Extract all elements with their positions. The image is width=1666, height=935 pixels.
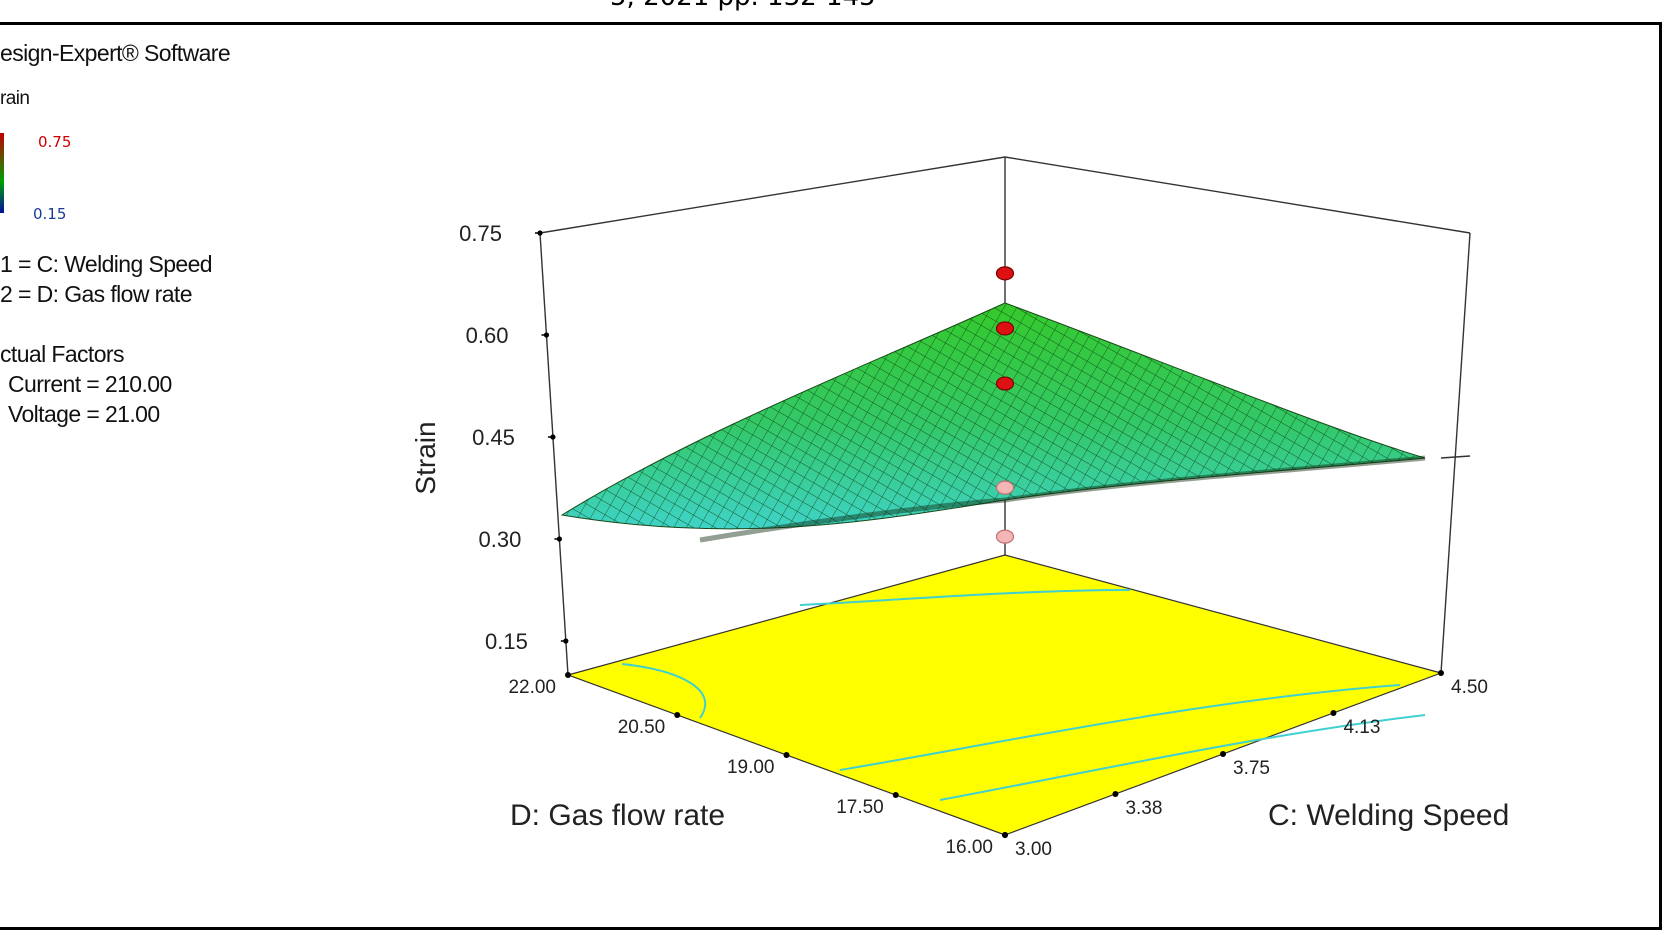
d-tick-label: 17.50 bbox=[836, 797, 884, 818]
scale-max-label: 0.75 bbox=[38, 133, 72, 151]
response-surface bbox=[560, 302, 1426, 543]
z-axis-label: Strain bbox=[410, 421, 441, 494]
design-point-above-surface bbox=[995, 321, 1015, 336]
z-tick-dot bbox=[537, 230, 543, 236]
design-points bbox=[995, 266, 1015, 544]
z-axis: 0.75 0.60 0.45 0.30 0.15 bbox=[459, 221, 569, 654]
response-label: rain bbox=[0, 88, 30, 109]
design-point-above-surface bbox=[995, 266, 1015, 281]
c-tick-label: 4.50 bbox=[1451, 677, 1488, 698]
z-tick-dot bbox=[563, 638, 569, 644]
factor-voltage: Voltage = 21.00 bbox=[8, 401, 160, 427]
z-tick-label: 0.15 bbox=[485, 629, 528, 654]
z-tick-dot bbox=[556, 536, 562, 542]
factor-current: Current = 210.00 bbox=[8, 371, 172, 397]
c-tick-dot bbox=[1438, 670, 1444, 676]
actual-factors-title: ctual Factors bbox=[0, 341, 124, 367]
scale-min-label: 0.15 bbox=[33, 205, 67, 223]
x1-definition: 1 = C: Welding Speed bbox=[0, 251, 213, 277]
z-tick-label: 0.30 bbox=[479, 527, 522, 552]
design-point-below-surface bbox=[995, 529, 1015, 544]
z-tick-label: 0.45 bbox=[472, 425, 515, 450]
front-edge-to-surface bbox=[1440, 455, 1471, 459]
z-tick-dot bbox=[543, 332, 550, 338]
plot-frame bbox=[0, 22, 1662, 930]
d-tick-label: 19.00 bbox=[727, 757, 775, 778]
z-tick-dot bbox=[550, 434, 556, 440]
floor-plane bbox=[566, 554, 1443, 836]
design-point-below-surface bbox=[995, 480, 1015, 495]
c-tick-label: 3.00 bbox=[1015, 839, 1052, 860]
d-tick-dot bbox=[565, 672, 571, 678]
z-tick-label: 0.60 bbox=[466, 323, 509, 348]
c-tick-label: 4.13 bbox=[1343, 717, 1380, 738]
c-tick-dot bbox=[1112, 790, 1119, 797]
d-tick-label: 20.50 bbox=[618, 717, 666, 738]
color-scale-bar bbox=[0, 133, 4, 213]
z-tick-label: 0.75 bbox=[459, 221, 502, 246]
software-label: esign-Expert® Software bbox=[0, 40, 231, 66]
design-point-above-surface bbox=[995, 376, 1015, 391]
d-tick-dot bbox=[892, 792, 899, 798]
c-tick-label: 3.38 bbox=[1125, 798, 1162, 819]
d-axis: 16.00 17.50 19.00 20.50 22.00 bbox=[508, 672, 1008, 858]
top-caption: 5, 2021 pp. 132-145 bbox=[610, 0, 876, 12]
floor-contours bbox=[621, 589, 1426, 801]
c-tick-label: 3.75 bbox=[1233, 758, 1270, 779]
d-tick-dot bbox=[674, 712, 681, 718]
x2-definition: 2 = D: Gas flow rate bbox=[0, 281, 192, 307]
c-tick-dot bbox=[1330, 709, 1337, 716]
d-tick-dot bbox=[783, 752, 790, 758]
c-tick-dot bbox=[1220, 751, 1226, 757]
d-tick-label: 16.00 bbox=[945, 837, 993, 858]
d-axis-label: D: Gas flow rate bbox=[510, 799, 725, 832]
c-axis: 3.00 3.38 3.75 4.13 4.50 bbox=[1002, 670, 1488, 860]
d-tick-label: 22.00 bbox=[508, 677, 556, 698]
c-axis-label: C: Welding Speed bbox=[1268, 799, 1509, 832]
c-tick-dot bbox=[1002, 832, 1008, 838]
